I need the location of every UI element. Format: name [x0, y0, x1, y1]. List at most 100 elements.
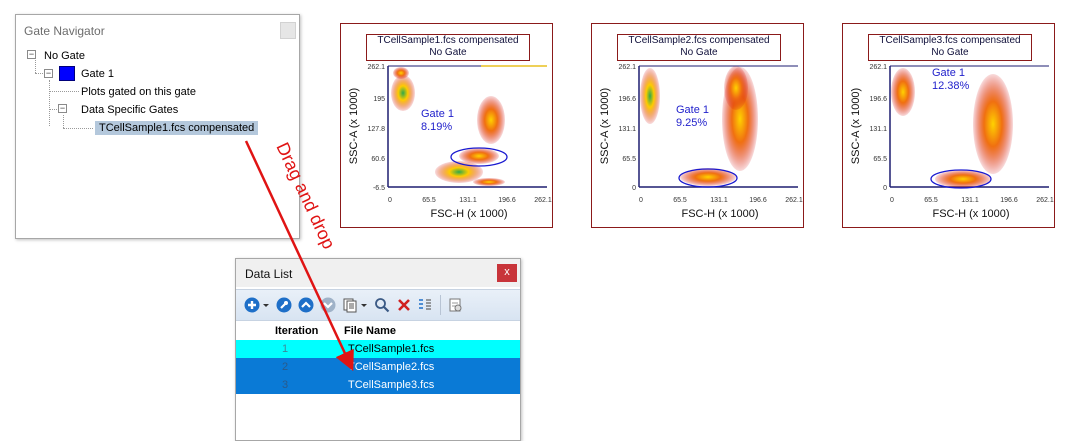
y-tick-label: 65.5	[873, 156, 887, 163]
tree-connector	[49, 109, 57, 110]
tree-connector	[49, 91, 79, 92]
dot-plot: Gate 1 8.19% 262.1 195 127.8 60.6 -6.5 0…	[348, 64, 552, 220]
toolbar-separator	[440, 295, 441, 315]
column-header-iteration[interactable]: Iteration	[275, 325, 319, 337]
arrow-up-icon[interactable]	[298, 297, 314, 313]
close-button[interactable]	[280, 22, 296, 39]
gate-tree: − No Gate − Gate 1 Plots gated on this g…	[16, 44, 299, 238]
table-row[interactable]: 3 TCellSample3.fcs	[236, 376, 520, 394]
dot-plot: Gate 1 9.25% 262.1 196.6 131.1 65.5 0 0 …	[599, 64, 803, 220]
tree-connector	[35, 73, 43, 74]
x-tick-label: 65.5	[924, 197, 938, 204]
sort-icon[interactable]	[417, 297, 433, 313]
plot-subtitle: No Gate	[680, 46, 718, 58]
tree-connector	[63, 128, 93, 129]
column-header-file-name[interactable]: File Name	[344, 325, 396, 337]
close-button[interactable]: x	[497, 264, 517, 282]
collapse-icon[interactable]: −	[44, 68, 53, 78]
x-tick-label: 0	[890, 197, 894, 204]
plot-panel[interactable]: TCellSample3.fcs compensated No Gate Gat…	[842, 23, 1055, 228]
tree-node-no-gate[interactable]: No Gate	[44, 50, 85, 62]
plot-subtitle: No Gate	[931, 46, 969, 58]
gate-ellipse[interactable]	[450, 147, 508, 167]
y-tick-label: 0	[883, 185, 887, 192]
x-tick-label: 131.1	[710, 197, 728, 204]
row-file-name: TCellSample3.fcs	[348, 379, 435, 391]
y-tick-label: 262.1	[367, 64, 385, 71]
gate-ellipse[interactable]	[930, 169, 992, 189]
row-iteration: 3	[282, 379, 289, 391]
data-list-titlebar[interactable]: Data List x	[236, 259, 520, 287]
population-cluster	[935, 170, 991, 188]
population-cluster	[724, 66, 748, 110]
x-tick-label: 196.6	[1000, 197, 1018, 204]
gate-percent: 12.38%	[932, 80, 970, 92]
population-cluster	[393, 67, 409, 79]
y-tick-label: 65.5	[622, 156, 636, 163]
plot-title-box: TCellSample3.fcs compensated No Gate	[868, 34, 1032, 61]
collapse-icon[interactable]: −	[58, 103, 67, 113]
x-axis-label: FSC-H (x 1000)	[430, 208, 507, 220]
plot-panel[interactable]: TCellSample2.fcs compensated No Gate Gat…	[591, 23, 804, 228]
x-tick-label: 0	[639, 197, 643, 204]
y-tick-label: 127.8	[367, 126, 385, 133]
x-tick-label: 131.1	[459, 197, 477, 204]
wrench-icon[interactable]	[276, 297, 292, 313]
tree-connector	[63, 115, 64, 128]
collapse-icon[interactable]: −	[27, 49, 36, 59]
y-tick-label: 60.6	[371, 156, 385, 163]
population-cluster	[891, 68, 915, 116]
table-row[interactable]: 1 TCellSample1.fcs	[236, 340, 520, 358]
tree-connector	[49, 80, 50, 126]
tree-node-data-specific-gates[interactable]: Data Specific Gates	[81, 104, 179, 116]
tree-node-plots-gated[interactable]: Plots gated on this gate	[81, 86, 196, 98]
tree-connector	[35, 56, 36, 73]
x-tick-label: 196.6	[749, 197, 767, 204]
population-cluster	[473, 178, 505, 186]
y-tick-label: 196.6	[869, 96, 887, 103]
plot-subtitle: No Gate	[429, 46, 467, 58]
y-tick-label: -6.5	[373, 185, 385, 192]
y-tick-label: 262.1	[869, 64, 887, 71]
population-cluster	[640, 68, 660, 124]
gate-navigator-window: Gate Navigator − No Gate − Gate 1 Plots …	[15, 14, 300, 239]
dropdown-arrow-icon[interactable]	[360, 297, 368, 313]
search-icon[interactable]	[374, 297, 390, 313]
x-tick-label: 262.1	[785, 197, 803, 204]
copy-icon[interactable]	[342, 297, 358, 313]
population-cluster	[680, 168, 736, 186]
y-tick-label: 196.6	[618, 96, 636, 103]
gate-navigator-title: Gate Navigator	[24, 24, 105, 38]
x-tick-label: 262.1	[1036, 197, 1054, 204]
plot-title: TCellSample2.fcs compensated	[628, 35, 770, 46]
tree-node-gate-1[interactable]: Gate 1	[81, 68, 115, 80]
add-icon[interactable]	[244, 297, 260, 313]
population-cluster	[477, 96, 505, 144]
y-tick-label: 195	[373, 96, 385, 103]
x-tick-label: 65.5	[673, 197, 687, 204]
drag-drop-label: Drag and drop	[272, 139, 339, 252]
x-tick-label: 131.1	[961, 197, 979, 204]
gate-label: Gate 1	[421, 108, 454, 120]
plot-panel[interactable]: TCellSample1.fcs compensated No Gate Ga	[340, 23, 553, 228]
gate-color-icon	[59, 66, 75, 81]
x-tick-label: 65.5	[422, 197, 436, 204]
gate-percent: 8.19%	[421, 121, 452, 133]
x-axis-label: FSC-H (x 1000)	[932, 208, 1009, 220]
population-cluster	[391, 75, 415, 111]
dot-plot: Gate 1 12.38% 262.1 196.6 131.1 65.5 0 0…	[850, 64, 1054, 220]
properties-icon[interactable]	[447, 297, 463, 313]
drag-arrow	[244, 140, 354, 372]
tree-node-selected-sample[interactable]: TCellSample1.fcs compensated	[95, 121, 259, 135]
gate-percent: 9.25%	[676, 117, 707, 129]
data-list-toolbar	[236, 289, 520, 321]
population-cluster	[435, 161, 483, 183]
gate-ellipse[interactable]	[678, 168, 738, 188]
dropdown-arrow-icon[interactable]	[262, 297, 270, 313]
row-file-name: TCellSample2.fcs	[348, 361, 435, 373]
data-list-title: Data List	[245, 267, 293, 281]
plot-title-box: TCellSample2.fcs compensated No Gate	[617, 34, 781, 61]
table-row[interactable]: 2 TCellSample2.fcs	[236, 358, 520, 376]
delete-icon[interactable]	[396, 297, 412, 313]
